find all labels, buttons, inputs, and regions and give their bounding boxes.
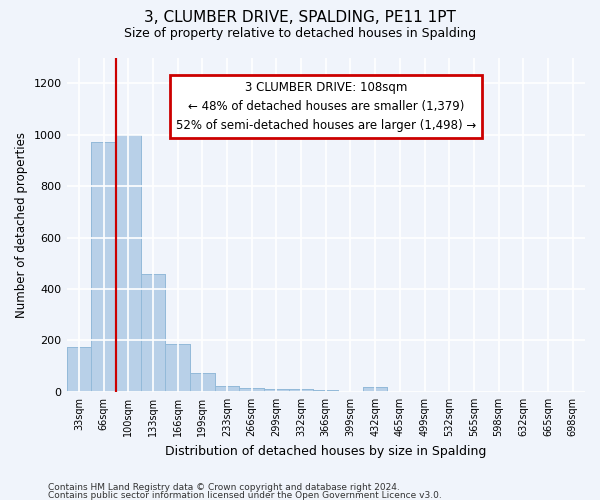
Bar (264, 389, 289, 392)
Y-axis label: Number of detached properties: Number of detached properties (15, 132, 28, 318)
Bar (313, 390, 338, 392)
Bar (165, 344, 190, 392)
Bar (289, 390, 313, 392)
Bar (165, 344, 190, 392)
Bar (67, 347, 91, 392)
Text: Size of property relative to detached houses in Spalding: Size of property relative to detached ho… (124, 28, 476, 40)
Bar (264, 389, 289, 392)
Bar (67, 347, 91, 392)
Bar (116, 134, 140, 392)
Bar (140, 274, 165, 392)
Text: Contains HM Land Registry data © Crown copyright and database right 2024.: Contains HM Land Registry data © Crown c… (48, 484, 400, 492)
Bar (215, 386, 239, 392)
Text: Contains public sector information licensed under the Open Government Licence v3: Contains public sector information licen… (48, 491, 442, 500)
Bar (140, 274, 165, 392)
Bar (239, 388, 264, 392)
X-axis label: Distribution of detached houses by size in Spalding: Distribution of detached houses by size … (165, 444, 487, 458)
Text: 3 CLUMBER DRIVE: 108sqm
← 48% of detached houses are smaller (1,379)
52% of semi: 3 CLUMBER DRIVE: 108sqm ← 48% of detache… (176, 81, 476, 132)
Bar (289, 390, 313, 392)
Bar (215, 386, 239, 392)
Bar (190, 372, 215, 392)
Text: 3, CLUMBER DRIVE, SPALDING, PE11 1PT: 3, CLUMBER DRIVE, SPALDING, PE11 1PT (144, 10, 456, 25)
Bar (239, 388, 264, 392)
Bar (91, 142, 116, 392)
Bar (363, 388, 388, 392)
Bar (190, 372, 215, 392)
Bar (91, 142, 116, 392)
Bar (116, 134, 140, 392)
Bar (363, 388, 388, 392)
Bar (313, 390, 338, 392)
